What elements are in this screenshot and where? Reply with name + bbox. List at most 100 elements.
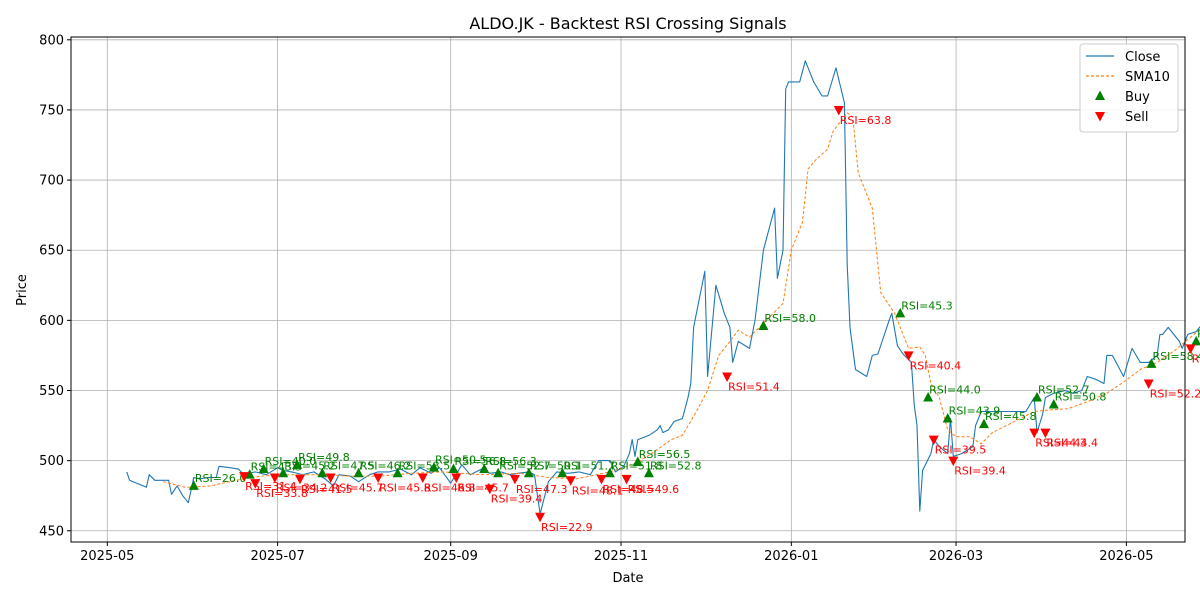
sell-signal-label: RSI=49.6 [628, 483, 680, 496]
legend-label: Sell [1125, 110, 1148, 125]
close-price-line [126, 60, 1200, 515]
sell-signal-marker [417, 473, 428, 483]
sell-signal-label: RSI=39.4 [491, 493, 543, 506]
y-tick-label: 450 [39, 524, 64, 539]
buy-signal-marker [448, 463, 459, 474]
sell-signal-label: RSI=22.9 [541, 521, 593, 534]
buy-signal-label: RSI=56.8 [455, 455, 507, 468]
x-axis-label: Date [612, 571, 643, 586]
buy-signal-label: RSI=51.7 [563, 459, 615, 472]
y-axis: 450 500 550 600 650 700 750 800 [39, 33, 71, 539]
buy-signal-marker [1032, 392, 1043, 402]
buy-signal-label: RSI=52.7 [1038, 384, 1090, 397]
sell-signal-marker [596, 474, 607, 485]
buy-signal-marker [258, 463, 269, 474]
buy-signal-label: RSI=50.8 [1055, 391, 1107, 404]
x-tick-label: 2025-11 [594, 549, 648, 564]
sell-signal-label: RSI=51.4 [728, 380, 780, 393]
buy-signal-marker [244, 469, 255, 479]
buy-signal-marker [188, 480, 199, 490]
sell-signal-label: RSI=56.8 [1192, 352, 1200, 365]
y-tick-label: 500 [39, 454, 64, 469]
buy-signal-label: RSI=43.9 [949, 405, 1001, 418]
plot-series [126, 60, 1200, 515]
y-tick-label: 750 [39, 103, 64, 118]
sell-signal-label: RSI=52.2 [1150, 387, 1200, 400]
sell-signal-label: RSI=39.5 [935, 444, 987, 457]
buy-signal-label: RSI=58.4 [1152, 350, 1200, 363]
buy-signal-marker [1146, 358, 1157, 368]
buy-signal-marker [632, 456, 643, 467]
x-tick-label: 2026-01 [764, 549, 818, 564]
sell-signal-label: RSI=33.8 [256, 487, 308, 500]
buy-signal-marker [1048, 399, 1059, 409]
buy-signal-marker [895, 307, 906, 318]
buy-signal-marker [604, 467, 615, 478]
buy-signal-label: RSI=56.3 [485, 455, 537, 468]
grid-lines [71, 37, 1185, 542]
sell-signal-marker [294, 474, 305, 485]
buy-signal-marker [758, 320, 769, 330]
buy-signal-marker [923, 392, 934, 402]
sell-signal-label: RSI=45.7 [332, 481, 384, 494]
legend-label: Buy [1125, 90, 1150, 105]
buy-signal-label: RSI=50.1 [530, 459, 582, 472]
sell-signal-marker [451, 473, 462, 483]
x-tick-label: 2026-03 [929, 549, 983, 564]
sell-signal-marker [1040, 428, 1051, 439]
sell-signal-marker [269, 473, 280, 483]
legend-label: Close [1125, 50, 1160, 65]
buy-signal-marker [1191, 335, 1200, 346]
sell-signal-label: RSI=41.5 [301, 483, 353, 496]
buy-signal-marker [942, 413, 953, 423]
plot-frame [70, 36, 1186, 543]
sell-signal-label: RSI=46.8 [424, 481, 476, 494]
sell-signal-marker [373, 473, 384, 483]
buy-signal-label: RSI=44.0 [929, 384, 981, 397]
buy-signal-label: RSI=49.8 [298, 451, 350, 464]
sell-signal-marker [621, 474, 632, 485]
y-axis-label: Price [15, 274, 30, 306]
sell-signal-marker [484, 484, 495, 495]
sell-signal-marker [928, 435, 939, 446]
legend-label: SMA10 [1125, 70, 1170, 85]
sma10-line [162, 112, 1200, 488]
sell-signal-marker [565, 476, 576, 486]
sell-signal-label: RSI=48.5 [602, 483, 654, 496]
x-tick-label: 2025-09 [424, 549, 478, 564]
sell-signal-marker [833, 105, 844, 116]
buy-signal-marker [392, 467, 403, 478]
buy-signal-marker [317, 467, 328, 478]
sell-signal-label: RSI=44.3 [1035, 437, 1087, 450]
buy-signal-label: RSI=52.7 [499, 459, 551, 472]
buy-signal-label: RSI=56.5 [639, 448, 691, 461]
sell-signal-marker [1029, 428, 1040, 439]
x-tick-label: 2025-05 [80, 549, 134, 564]
sell-signal-label: RSI=44.4 [1046, 437, 1098, 450]
y-tick-label: 700 [39, 174, 64, 189]
buy-signal-label: RSI=45.8 [985, 410, 1037, 423]
sell-signal-label: RSI=47.3 [516, 483, 568, 496]
x-tick-label: 2026-05 [1099, 549, 1153, 564]
x-axis: 2025-05 2025-07 2025-09 2025-11 2026-01 2026-… [80, 542, 1154, 564]
buy-signal-label: RSI=40.0 [265, 455, 317, 468]
sell-signal-marker [509, 474, 520, 485]
legend-box [1079, 43, 1179, 133]
buy-signal-label: RSI=50.5 [435, 454, 487, 467]
sell-signal-label: RSI=34.2 [276, 481, 328, 494]
buy-signal-marker [292, 459, 303, 469]
buy-signal-label: RSI=58.0 [764, 312, 816, 325]
y-tick-label: 600 [39, 314, 64, 329]
sell-signal-marker [948, 456, 959, 467]
legend: Close SMA10 Buy Sell [1079, 43, 1179, 133]
legend-sell-marker [1095, 112, 1105, 122]
buy-signal-marker [493, 467, 504, 478]
sell-signal-marker [903, 351, 914, 361]
buy-signal-marker [978, 418, 989, 429]
y-tick-label: 550 [39, 384, 64, 399]
buy-signal-label: RSI=45.3 [901, 299, 953, 312]
buy-signal-marker [353, 467, 364, 478]
buy-signal-marker [278, 467, 289, 478]
sell-signal-label: RSI=40.4 [910, 359, 962, 372]
sell-signal-label: RSI=48.1 [572, 484, 624, 497]
